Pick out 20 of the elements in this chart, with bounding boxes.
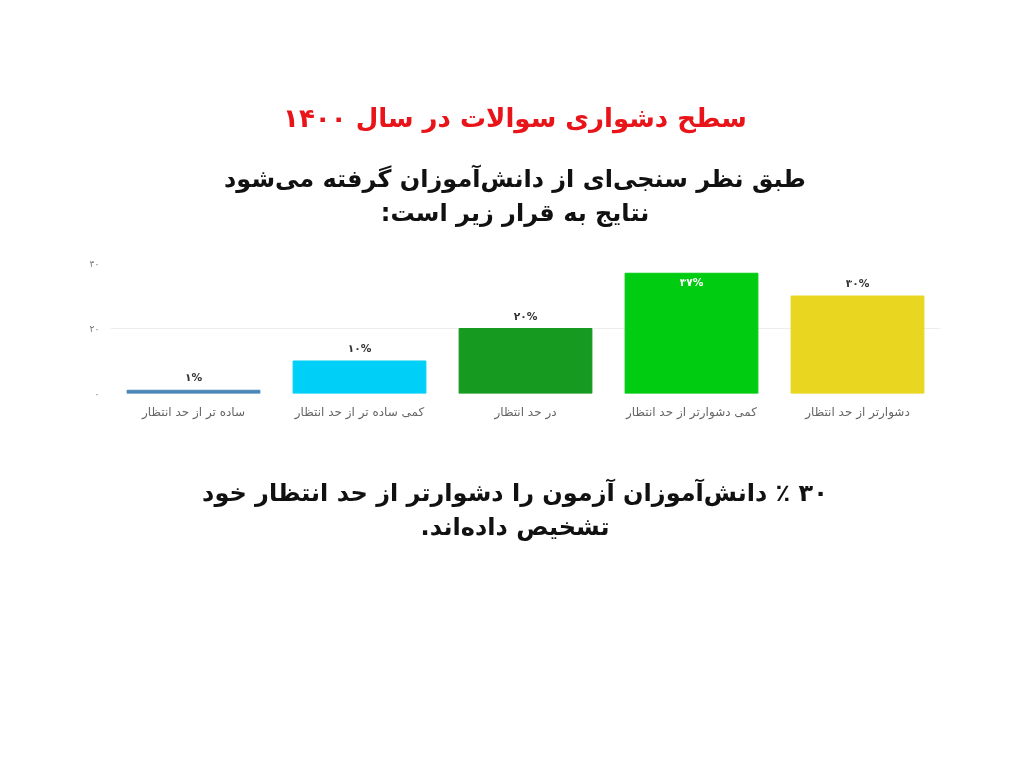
x-tick-label: کمی ساده تر از حد انتظار xyxy=(293,404,425,420)
y-tick-label: ۰ xyxy=(94,387,100,399)
x-tick-label: کمی دشوارتر از حد انتظار xyxy=(624,404,758,420)
data-label: ۳۰% xyxy=(845,276,870,290)
x-tick-label: ساده تر از حد انتظار xyxy=(141,404,245,420)
y-tick-label: ۴۰ xyxy=(89,257,100,269)
bar xyxy=(292,360,427,394)
chart-title: سطح دشواری سوالات در سال ۱۴۰۰ xyxy=(283,102,747,136)
data-label: ۲۰% xyxy=(513,309,538,323)
data-label: ۱۰% xyxy=(347,341,372,355)
x-tick-label: دشوارتر از حد انتظار xyxy=(804,404,910,420)
text: ۳۰ ٪ دانش‌آموزان آزمون را دشوارتر از حد انتظار خود تشخیص داده‌اند. xyxy=(201,477,829,543)
y-tick-label: ۲۰ xyxy=(89,322,100,334)
chart-subtitle: طبق نظر سنجی‌ای از دانش‌آموزان گرفته می‌شود نتایج به قرار زیر است: xyxy=(223,163,807,230)
bar xyxy=(458,327,593,394)
bar xyxy=(624,272,759,394)
x-tick-label: در حد انتظار xyxy=(493,404,557,420)
bar xyxy=(790,295,925,394)
data-label: ۳۷% xyxy=(679,275,704,289)
data-label: ۱% xyxy=(184,370,203,384)
